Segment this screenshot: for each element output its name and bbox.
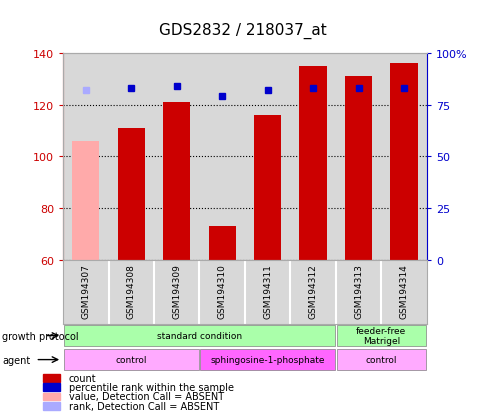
Bar <box>390 64 417 260</box>
Bar <box>254 116 281 260</box>
Text: GSM194313: GSM194313 <box>353 263 363 318</box>
Text: growth protocol: growth protocol <box>2 331 79 341</box>
Text: GSM194310: GSM194310 <box>217 263 226 318</box>
Text: GSM194311: GSM194311 <box>263 263 272 318</box>
Bar <box>299 66 326 260</box>
Text: GSM194307: GSM194307 <box>81 263 90 318</box>
Text: GDS2832 / 218037_at: GDS2832 / 218037_at <box>158 23 326 39</box>
Bar <box>344 77 372 260</box>
Text: GSM194308: GSM194308 <box>126 263 136 318</box>
Text: control: control <box>365 355 396 364</box>
Text: percentile rank within the sample: percentile rank within the sample <box>69 382 233 392</box>
Bar <box>163 103 190 260</box>
Bar <box>117 128 145 260</box>
Text: GSM194312: GSM194312 <box>308 263 317 318</box>
Text: rank, Detection Call = ABSENT: rank, Detection Call = ABSENT <box>69 401 218 411</box>
Bar <box>43 402 60 410</box>
Bar <box>43 374 60 382</box>
Bar <box>200 349 334 370</box>
Bar <box>64 325 334 347</box>
Text: sphingosine-1-phosphate: sphingosine-1-phosphate <box>210 355 324 364</box>
Text: GSM194309: GSM194309 <box>172 263 181 318</box>
Bar <box>43 383 60 391</box>
Text: GSM194314: GSM194314 <box>399 263 408 318</box>
Bar <box>72 141 99 260</box>
Bar <box>336 325 425 347</box>
Text: feeder-free
Matrigel: feeder-free Matrigel <box>355 326 406 345</box>
Text: agent: agent <box>2 355 30 365</box>
Text: count: count <box>69 373 96 383</box>
Bar <box>64 349 198 370</box>
Bar <box>43 393 60 400</box>
Text: standard condition: standard condition <box>156 331 242 340</box>
Text: control: control <box>115 355 147 364</box>
Bar <box>208 227 235 260</box>
Bar <box>336 349 425 370</box>
Text: value, Detection Call = ABSENT: value, Detection Call = ABSENT <box>69 392 223 401</box>
